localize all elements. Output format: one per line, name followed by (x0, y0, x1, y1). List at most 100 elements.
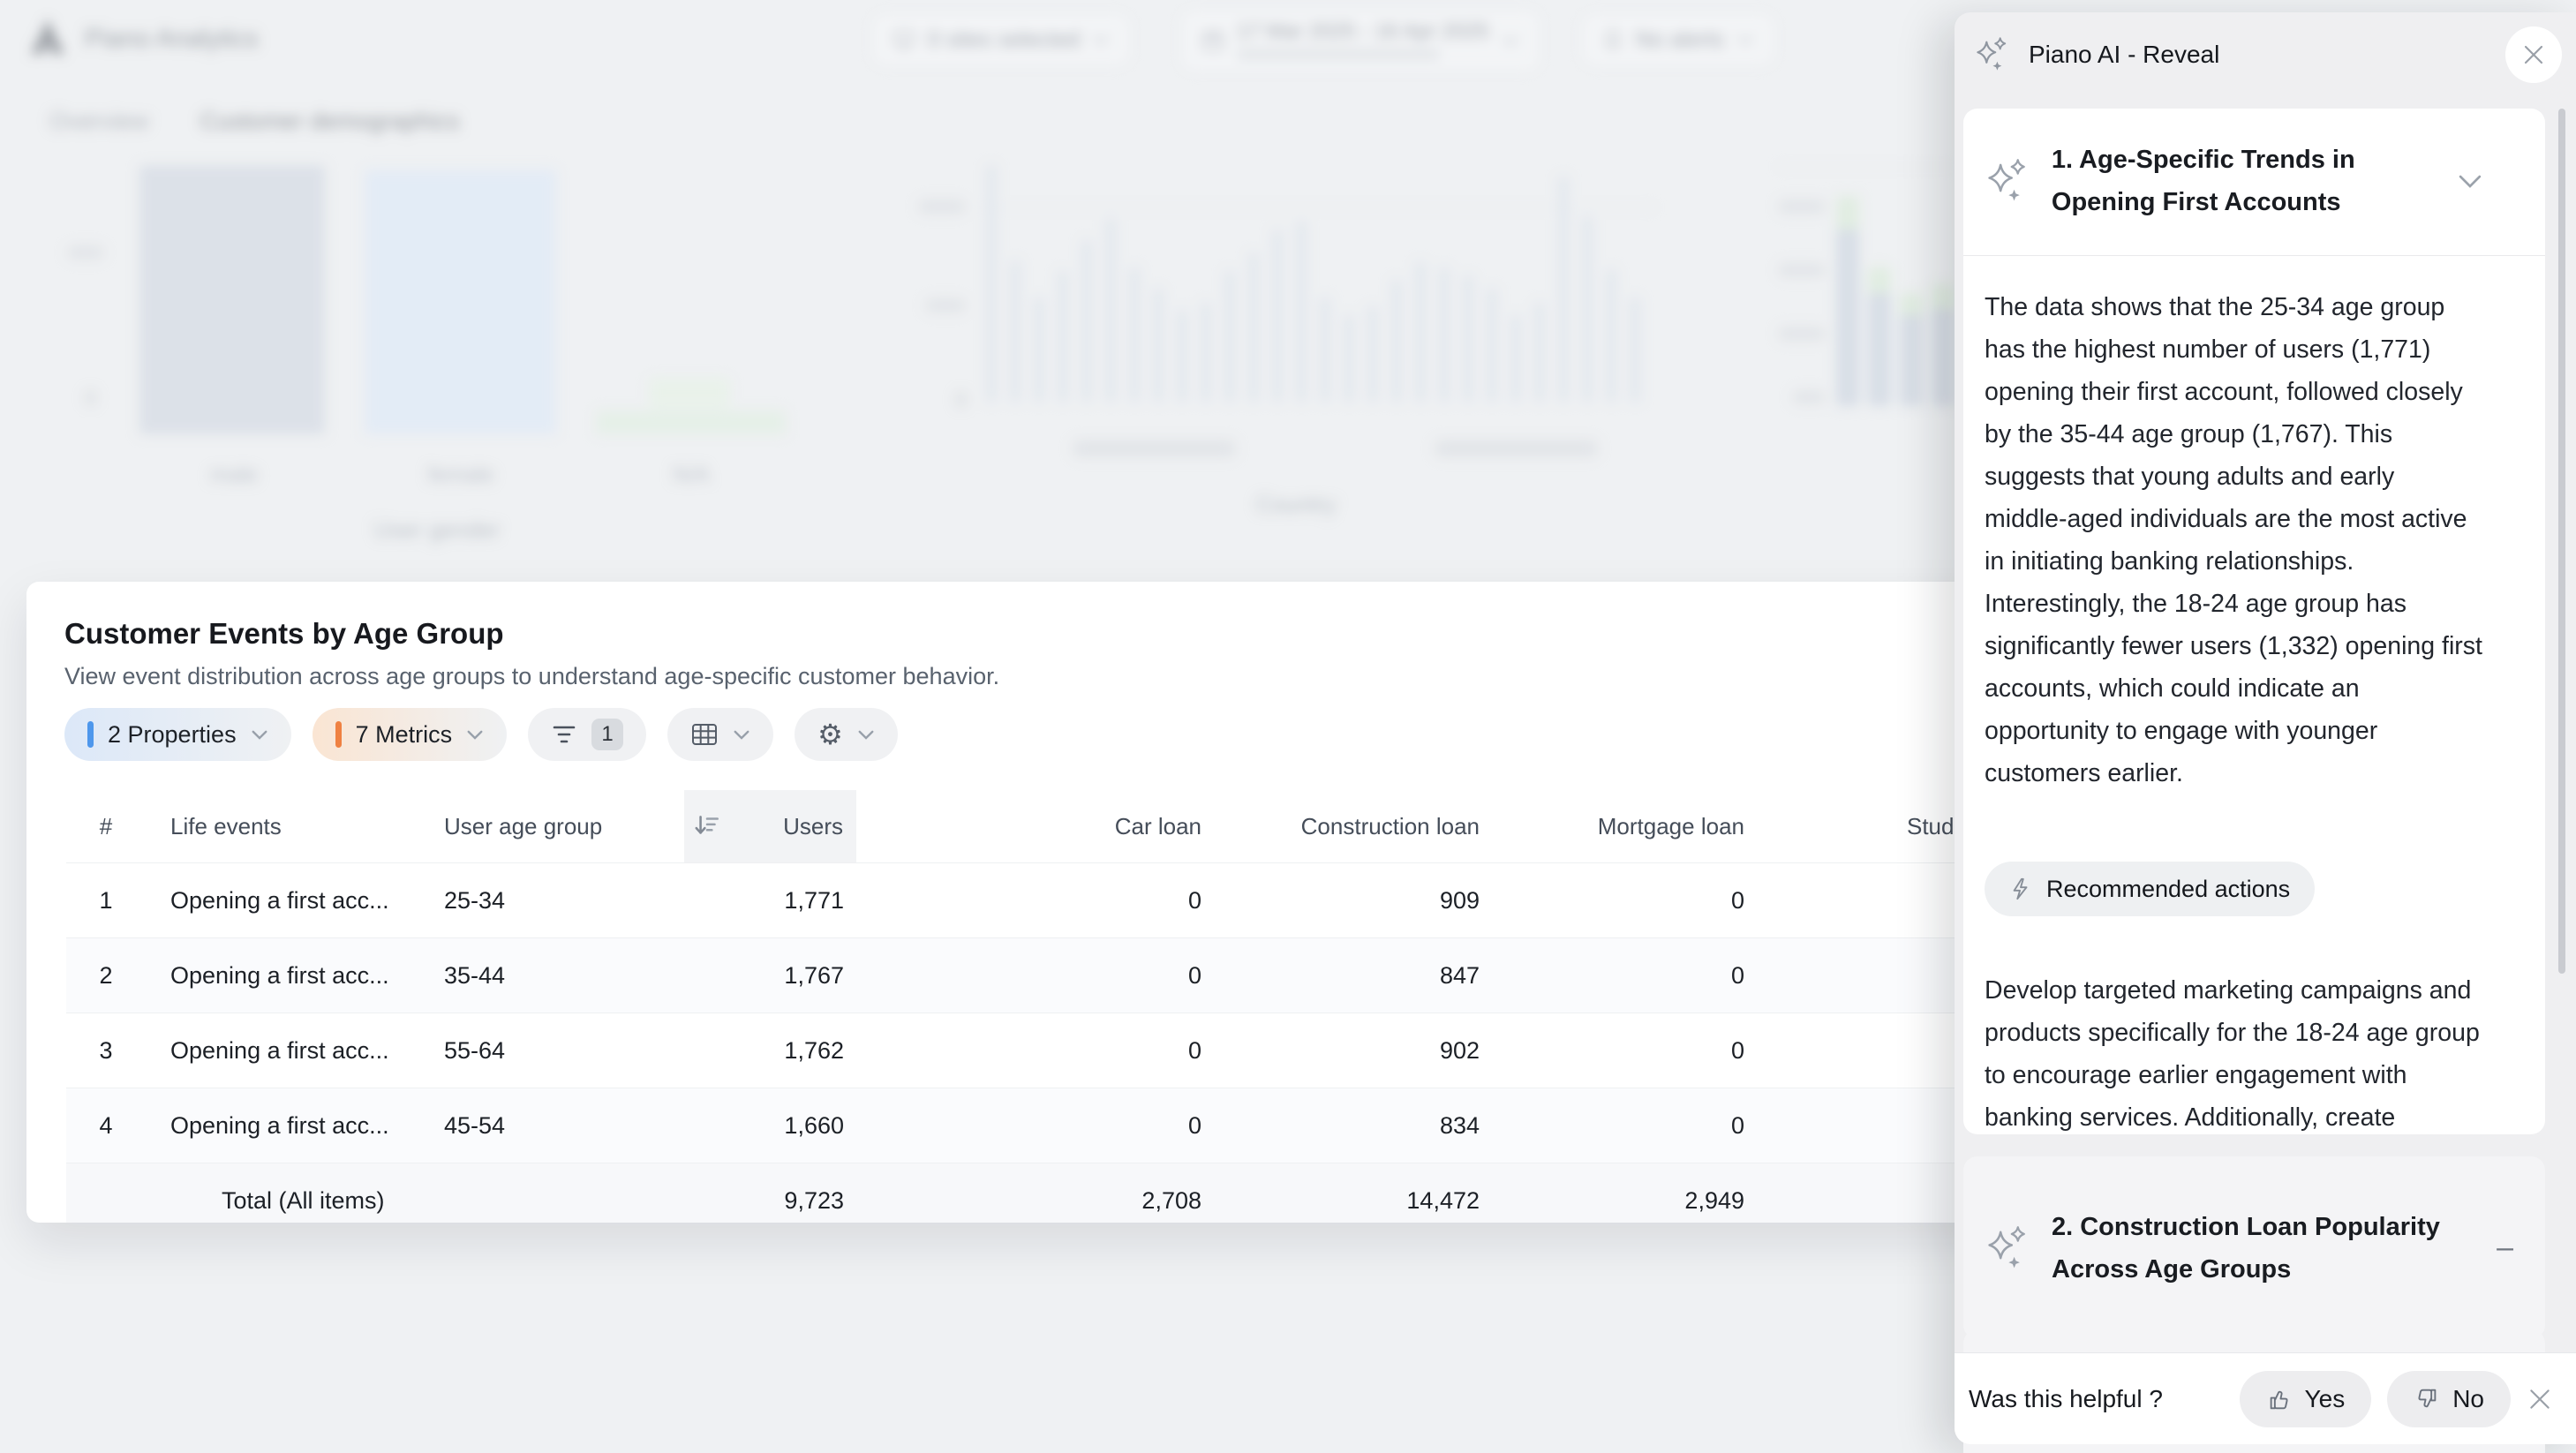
panel-header: Piano AI - Reveal (1955, 12, 2576, 97)
total-car-loan: 2,708 (856, 1163, 1214, 1223)
table-cell-num: 2 (66, 937, 146, 1013)
table-cell-age_group: 45-54 (419, 1088, 684, 1163)
table-cell-car_loan: 0 (856, 937, 1214, 1013)
card-subtitle: View event distribution across age group… (64, 663, 1000, 689)
properties-label: 2 Properties (108, 720, 237, 748)
metrics-accent-bar (335, 721, 342, 748)
total-users: 9,723 (684, 1163, 856, 1223)
panel-scrollbar[interactable] (2558, 109, 2565, 974)
sparkles-icon (1988, 1225, 2025, 1268)
feedback-bar: Was this helpful ? Yes No (1955, 1352, 2576, 1444)
table-cell-num: 1 (66, 862, 146, 938)
panel-title: Piano AI - Reveal (2029, 41, 2220, 68)
chevron-down-icon[interactable] (2457, 173, 2483, 190)
table-cell-life_event: Opening a first acc... (146, 937, 419, 1013)
feedback-yes-button[interactable]: Yes (2239, 1370, 2372, 1427)
table-cell-users: 1,767 (684, 937, 856, 1013)
insight-card-1: 1. Age-Specific Trends in Opening First … (1963, 109, 2545, 1134)
chevron-down-icon (858, 730, 874, 740)
table-grid-icon (692, 724, 718, 745)
insight-1-body: The data shows that the 25-34 age group … (1985, 293, 2482, 787)
table-cell-car_loan: 0 (856, 1088, 1214, 1163)
table-cell-users: 1,762 (684, 1013, 856, 1088)
table-header-row: # Life events User age group Users Car l… (66, 790, 2048, 863)
filter-button[interactable]: 1 (528, 708, 647, 761)
table-cell-construction_loan: 902 (1214, 1013, 1492, 1088)
chevron-down-icon (467, 730, 483, 740)
events-table: # Life events User age group Users Car l… (66, 790, 2048, 1223)
total-label: Total (All items) (66, 1163, 684, 1223)
divider (1963, 255, 2545, 256)
panel-close-button[interactable] (2505, 26, 2562, 83)
filter-icon (553, 726, 576, 743)
chevron-down-icon (252, 730, 267, 740)
thumbs-down-icon (2418, 1389, 2437, 1407)
table-cell-mortgage_loan: 0 (1492, 937, 1757, 1013)
table-cell-users: 1,771 (684, 862, 856, 938)
thumbs-up-icon (2270, 1390, 2288, 1409)
col-header-car-loan[interactable]: Car loan (1114, 812, 1201, 839)
insight-2-title: 2. Construction Loan Popularity Across A… (2052, 1212, 2440, 1284)
sort-descending-icon (695, 816, 719, 834)
table-cell-num: 3 (66, 1013, 146, 1088)
table-cell-mortgage_loan: 0 (1492, 1013, 1757, 1088)
collapse-icon[interactable]: – (2497, 1231, 2513, 1264)
filter-count-badge: 1 (591, 719, 624, 750)
insight-1-header[interactable]: 1. Age-Specific Trends in Opening First … (1985, 139, 2483, 223)
table-cell-mortgage_loan: 0 (1492, 1088, 1757, 1163)
lightning-icon (2013, 877, 2028, 900)
settings-button[interactable]: ⚙ (795, 708, 898, 761)
table-cell-users: 1,660 (684, 1088, 856, 1163)
insight-card-2[interactable]: 2. Construction Loan Popularity Across A… (1963, 1156, 2545, 1339)
table-view-button[interactable] (667, 708, 774, 761)
col-header-age-group[interactable]: User age group (444, 812, 603, 839)
piano-ai-panel: Piano AI - Reveal 1. Age-Specific Trends… (1955, 12, 2576, 1453)
col-header-construction-loan[interactable]: Construction loan (1300, 812, 1480, 839)
table-cell-life_event: Opening a first acc... (146, 1013, 419, 1088)
table-cell-construction_loan: 909 (1214, 862, 1492, 938)
table-cell-car_loan: 0 (856, 862, 1214, 938)
table-toolbar: 2 Properties 7 Metrics 1 (64, 708, 898, 761)
users-header-label: Users (783, 812, 843, 839)
customer-events-card: Customer Events by Age Group View event … (26, 582, 2089, 1223)
gear-icon: ⚙ (817, 719, 843, 750)
col-header-index[interactable]: # (99, 812, 113, 839)
sparkles-icon (1988, 159, 2025, 201)
table-cell-mortgage_loan: 0 (1492, 862, 1757, 938)
col-header-users[interactable]: Users (684, 790, 856, 863)
table-cell-life_event: Opening a first acc... (146, 862, 419, 938)
no-label: No (2452, 1384, 2484, 1412)
recommended-actions-badge: Recommended actions (1985, 862, 2316, 916)
table-cell-num: 4 (66, 1088, 146, 1163)
feedback-no-button[interactable]: No (2387, 1370, 2511, 1427)
table-cell-construction_loan: 847 (1214, 937, 1492, 1013)
table-cell-age_group: 35-44 (419, 937, 684, 1013)
feedback-question: Was this helpful ? (1969, 1384, 2163, 1412)
yes-label: Yes (2304, 1384, 2346, 1412)
metrics-label: 7 Metrics (355, 720, 453, 748)
col-header-mortgage-loan[interactable]: Mortgage loan (1597, 812, 1744, 839)
table-cell-life_event: Opening a first acc... (146, 1088, 419, 1163)
insight-1-title: 1. Age-Specific Trends in Opening First … (2051, 146, 2355, 216)
table-cell-car_loan: 0 (856, 1013, 1214, 1088)
table-cell-age_group: 55-64 (419, 1013, 684, 1088)
sparkles-icon (1977, 37, 2007, 71)
table-cell-construction_loan: 834 (1214, 1088, 1492, 1163)
properties-accent-bar (87, 721, 94, 748)
recommended-actions-label: Recommended actions (2046, 875, 2291, 902)
col-header-life-events[interactable]: Life events (170, 812, 282, 839)
properties-dropdown[interactable]: 2 Properties (64, 708, 291, 761)
table-cell-age_group: 25-34 (419, 862, 684, 938)
metrics-dropdown[interactable]: 7 Metrics (312, 708, 508, 761)
insight-1-recommendation: Develop targeted marketing campaigns and… (1985, 976, 2480, 1132)
table-total-row: Total (All items) 9,723 2,708 14,472 2,9… (66, 1163, 2048, 1223)
feedback-dismiss-icon[interactable] (2527, 1386, 2553, 1412)
total-construction-loan: 14,472 (1214, 1163, 1492, 1223)
card-title: Customer Events by Age Group (64, 617, 504, 650)
